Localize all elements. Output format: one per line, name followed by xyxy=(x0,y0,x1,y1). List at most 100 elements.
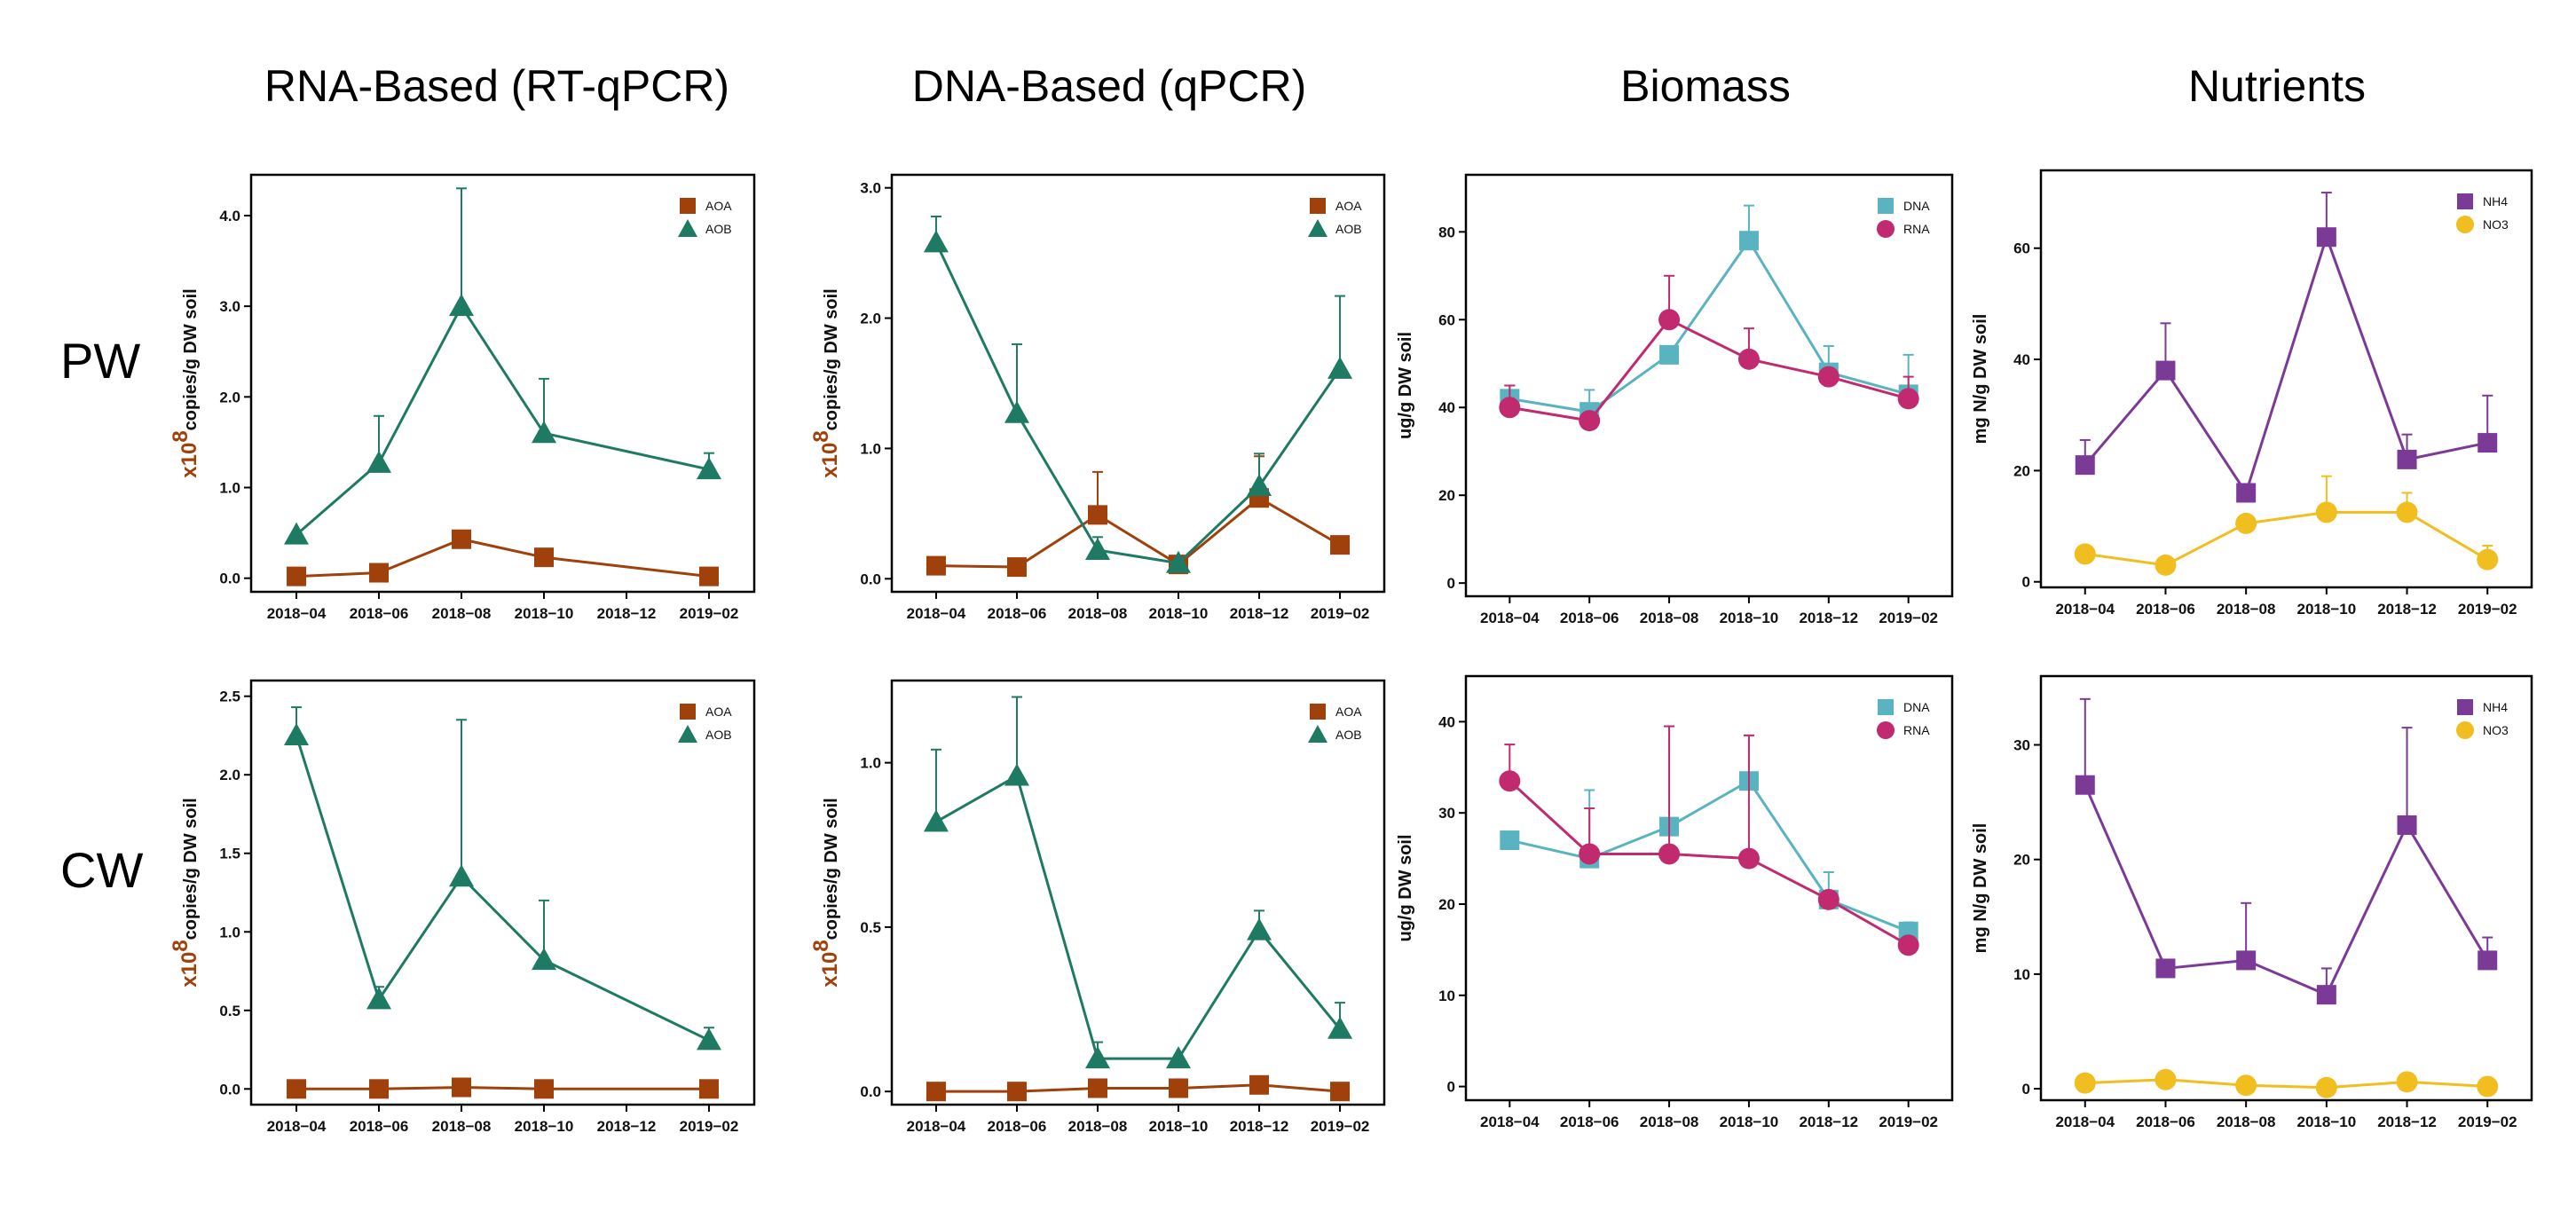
data-point-no3 xyxy=(2155,554,2177,576)
series-aob xyxy=(923,216,1353,573)
x-tick-label: 2018−04 xyxy=(907,605,966,622)
data-point-aoa xyxy=(1087,505,1107,525)
data-point-aob xyxy=(366,450,392,473)
series-line-no3 xyxy=(2084,510,2488,567)
data-point-aob xyxy=(1004,763,1029,786)
series-no3 xyxy=(2074,475,2499,576)
x-tick-label: 2018−06 xyxy=(988,605,1047,622)
data-point-aob xyxy=(1084,1046,1110,1069)
data-point-aob xyxy=(696,457,721,480)
x-tick-label: 2019−02 xyxy=(1311,1118,1370,1135)
data-point-aob xyxy=(696,1027,721,1051)
y-tick-label: 1.0 xyxy=(219,480,240,497)
legend-label: RNA xyxy=(1903,723,1930,737)
plot-frame xyxy=(1464,173,1954,598)
data-point-rna xyxy=(1897,388,1919,410)
series-line-aoa xyxy=(935,1083,1341,1093)
y-tick-label: 2.0 xyxy=(219,389,240,405)
data-point-rna xyxy=(1499,397,1521,419)
legend-label: AOA xyxy=(705,704,732,719)
y-tick-label: 40 xyxy=(1438,399,1455,416)
data-point-aob xyxy=(284,522,310,545)
x-tick-label: 2018−08 xyxy=(1640,1114,1699,1130)
y-tick-label: 0 xyxy=(1447,575,1455,592)
panels-group: 0.0 1.0 2.0 3.0 4.0 2018−04 2018−06 2018−08 2018… xyxy=(169,169,2533,1135)
data-point-aoa xyxy=(926,1082,946,1102)
y-tick-label: 20 xyxy=(2013,852,2030,869)
data-point-nh4 xyxy=(2075,455,2095,476)
x-tick-label: 2018−12 xyxy=(1230,1118,1289,1135)
data-point-aob xyxy=(1327,356,1353,379)
data-point-aoa xyxy=(926,555,946,576)
y-axis-label: ug/g DW soil xyxy=(1396,834,1415,941)
y-tick-label: 20 xyxy=(2013,462,2030,479)
legend-marker xyxy=(2456,721,2474,739)
data-point-nh4 xyxy=(2397,449,2417,469)
data-point-nh4 xyxy=(2478,950,2498,971)
x-tick-label: 2018−10 xyxy=(1149,1118,1209,1135)
data-point-no3 xyxy=(2315,501,2337,523)
y-tick-label: 1.0 xyxy=(219,924,240,940)
x-tick-label: 2019−02 xyxy=(1311,605,1370,622)
data-point-nh4 xyxy=(2236,950,2257,971)
plot-frame xyxy=(249,679,756,1106)
data-point-no3 xyxy=(2074,1072,2096,1094)
y-tick-label: 30 xyxy=(2013,737,2030,754)
data-point-aob xyxy=(1166,1046,1192,1069)
data-point-no3 xyxy=(2477,548,2499,571)
data-point-no3 xyxy=(2155,1068,2177,1090)
x-tick-label: 2018−04 xyxy=(1480,1114,1540,1130)
y-tick-label: 2.0 xyxy=(219,767,240,783)
legend-marker xyxy=(2456,216,2474,233)
y-tick-label: 2.0 xyxy=(860,311,881,327)
x-tick-label: 2019−02 xyxy=(680,1118,739,1135)
x-tick-label: 2018−04 xyxy=(267,1118,327,1135)
y-axis-label-prefix: x10 xyxy=(177,952,201,988)
y-axis-label-exponent: 8 xyxy=(809,940,833,951)
panel-cw-nutrients: 0 10 20 30 2018−04 2018−06 2018−08 2018−10 2018−… xyxy=(1971,674,2533,1130)
series-line-dna xyxy=(1509,779,1910,933)
row-label-pw: PW xyxy=(60,333,140,389)
data-point-aob xyxy=(1247,917,1272,940)
y-axis-label-exponent: 8 xyxy=(169,940,193,951)
y-tick-label: 10 xyxy=(1438,988,1455,1004)
data-point-aoa xyxy=(533,1079,554,1099)
x-tick-label: 2018−08 xyxy=(1640,610,1699,626)
y-tick-label: 3.0 xyxy=(219,298,240,315)
data-point-aoa xyxy=(287,1079,307,1099)
legend-label: NH4 xyxy=(2483,194,2508,209)
legend-label: AOA xyxy=(1335,704,1362,719)
legend-marker xyxy=(1877,721,1895,739)
data-point-aoa xyxy=(1169,1078,1189,1098)
series-dna xyxy=(1500,204,1918,422)
legend-marker xyxy=(678,219,697,237)
y-tick-label: 0.0 xyxy=(219,1081,240,1098)
x-tick-label: 2018−12 xyxy=(2377,1114,2437,1130)
legend-label: AOB xyxy=(1335,728,1362,742)
legend-marker xyxy=(1878,699,1894,715)
y-axis-label: x108copies/g DW soil xyxy=(169,798,201,987)
y-tick-label: 30 xyxy=(1438,805,1455,822)
data-point-aoa xyxy=(1006,557,1027,578)
data-point-no3 xyxy=(2477,1075,2499,1098)
series-aob xyxy=(284,706,721,1051)
legend-marker xyxy=(680,704,696,720)
data-point-aoa xyxy=(533,547,554,568)
x-tick-label: 2018−04 xyxy=(2055,1114,2115,1130)
x-tick-label: 2019−02 xyxy=(680,605,739,622)
x-tick-label: 2018−06 xyxy=(2136,601,2195,618)
data-point-nh4 xyxy=(2397,815,2417,835)
y-tick-label: 0.0 xyxy=(219,571,240,587)
y-tick-label: 0.5 xyxy=(860,919,881,936)
y-tick-label: 40 xyxy=(1438,713,1455,730)
data-point-rna xyxy=(1579,843,1601,865)
y-tick-label: 0.0 xyxy=(860,1083,881,1100)
column-title-dna: DNA-Based (qPCR) xyxy=(912,61,1307,111)
data-point-aoa xyxy=(1330,535,1351,555)
x-tick-label: 2018−10 xyxy=(1720,610,1779,626)
data-point-nh4 xyxy=(2155,958,2176,979)
x-tick-label: 2018−12 xyxy=(2377,601,2437,618)
x-tick-label: 2018−08 xyxy=(2217,601,2276,618)
series-line-aob xyxy=(934,241,1342,565)
x-tick-label: 2019−02 xyxy=(2458,1114,2517,1130)
